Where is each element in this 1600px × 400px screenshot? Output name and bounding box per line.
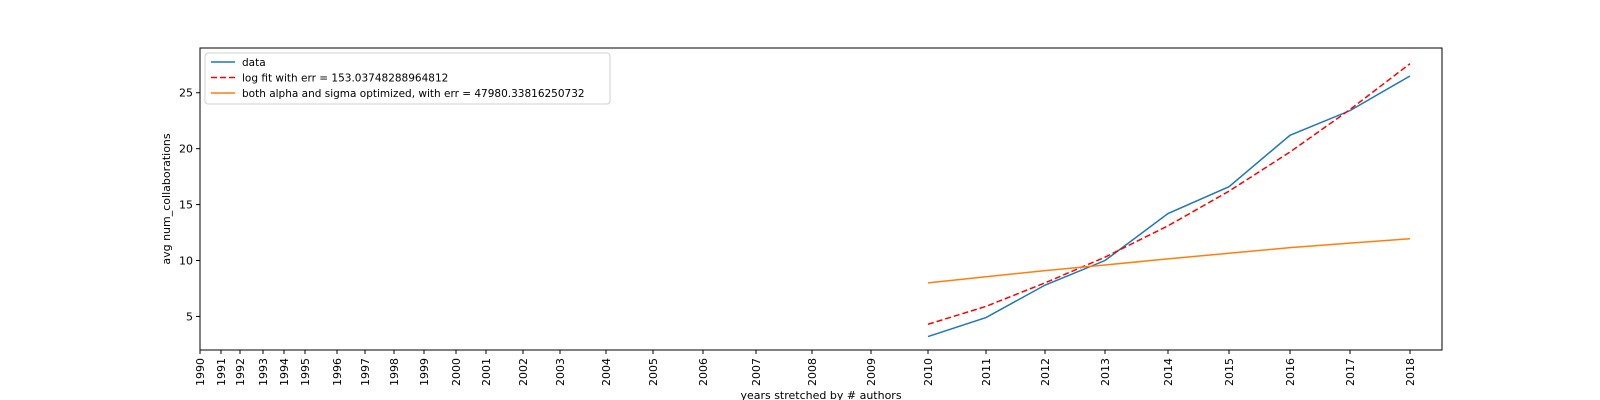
x-tick-label: 1998 bbox=[388, 358, 401, 386]
y-tick-label: 5 bbox=[186, 310, 193, 323]
x-tick-label: 2016 bbox=[1284, 358, 1297, 386]
legend-entry-label: both alpha and sigma optimized, with err… bbox=[242, 88, 585, 100]
series-line-2 bbox=[927, 63, 1411, 325]
x-tick-label: 2001 bbox=[480, 358, 493, 386]
series-layer bbox=[927, 63, 1411, 338]
y-axis-label: avg num_collaborations bbox=[160, 133, 173, 265]
x-tick-label: 2003 bbox=[554, 358, 567, 386]
x-tick-label: 2015 bbox=[1223, 358, 1236, 386]
x-tick-label: 2008 bbox=[806, 358, 819, 386]
x-tick-label: 2000 bbox=[450, 358, 463, 386]
legend-entry-label: data bbox=[242, 57, 266, 69]
y-tick-label: 20 bbox=[179, 143, 193, 156]
x-axis-label: years stretched by # authors bbox=[740, 389, 901, 400]
x-tick-label: 2014 bbox=[1162, 358, 1175, 386]
legend-entry-label: log fit with err = 153.03748288964812 bbox=[242, 73, 448, 85]
x-tick-label: 2009 bbox=[865, 358, 878, 386]
x-tick-label: 2011 bbox=[980, 358, 993, 386]
x-tick-label: 1993 bbox=[257, 358, 270, 386]
x-tick-label: 1994 bbox=[278, 358, 291, 386]
y-axis: 5 10 15 20 25 bbox=[179, 87, 200, 323]
series-line-3 bbox=[927, 237, 1411, 284]
legend: data log fit with err = 153.0374828896481… bbox=[204, 52, 611, 105]
legend-box bbox=[204, 52, 611, 105]
series-line-1 bbox=[927, 75, 1411, 338]
x-tick-label: 1997 bbox=[359, 358, 372, 386]
x-tick-label: 2006 bbox=[697, 358, 710, 386]
x-tick-label: 2010 bbox=[922, 358, 935, 386]
x-tick-label: 2018 bbox=[1404, 358, 1417, 386]
x-tick-label: 1990 bbox=[194, 358, 207, 386]
x-tick-label: 2002 bbox=[517, 358, 530, 386]
x-tick-label: 2004 bbox=[600, 358, 613, 386]
x-tick-label: 2017 bbox=[1344, 358, 1357, 386]
x-tick-label: 1996 bbox=[331, 358, 344, 386]
x-tick-label: 1999 bbox=[418, 358, 431, 386]
y-tick-label: 10 bbox=[179, 255, 193, 268]
y-tick-label: 25 bbox=[179, 87, 193, 100]
x-axis: 1990 1991 1992 1993 1994 1995 1996 1997 1998 1999… bbox=[194, 350, 1417, 386]
y-tick-label: 15 bbox=[179, 199, 193, 212]
x-tick-label: 2013 bbox=[1099, 358, 1112, 386]
x-tick-label: 1992 bbox=[234, 358, 247, 386]
x-tick-label: 2012 bbox=[1039, 358, 1052, 386]
x-tick-label: 2007 bbox=[750, 358, 763, 386]
x-tick-label: 2005 bbox=[647, 358, 660, 386]
x-tick-label: 1991 bbox=[215, 358, 228, 386]
x-tick-label: 1995 bbox=[299, 358, 312, 386]
plot-frame bbox=[199, 47, 1443, 351]
